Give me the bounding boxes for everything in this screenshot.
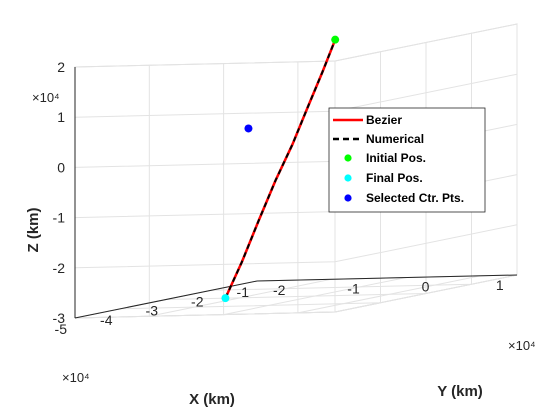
legend-initial-label: Initial Pos. — [366, 151, 426, 165]
x-tick-label: -3 — [146, 303, 159, 319]
numerical-curve — [224, 39, 337, 299]
legend: Bezier Numerical Initial Pos. Final Pos.… — [328, 107, 486, 213]
legend-control-label: Selected Ctr. Pts. — [366, 191, 464, 205]
legend-numerical-label: Numerical — [366, 132, 424, 146]
control-point-marker — [244, 124, 253, 133]
z-gridline — [74, 224, 518, 269]
y-gridline — [148, 65, 332, 317]
z-gridline — [74, 23, 518, 68]
x-gridline — [74, 61, 336, 319]
x-tick-label: -5 — [55, 321, 68, 337]
x-tick-label: -1 — [237, 284, 250, 300]
x-tick-label: -2 — [191, 293, 204, 309]
z-gridline — [74, 274, 518, 319]
y-multiplier: ×10⁴ — [508, 338, 536, 353]
x-axis-line — [74, 280, 258, 319]
initial-position-marker — [331, 35, 340, 44]
z-tick-label: 2 — [57, 59, 65, 75]
z-tick-label: -2 — [53, 260, 66, 276]
y-tick-label: 0 — [422, 279, 430, 295]
z-multiplier: ×10⁴ — [32, 90, 60, 105]
legend-control-marker — [344, 194, 352, 202]
y-tick-label: -2 — [273, 282, 286, 298]
axis-labels: X (km) Y (km) Z (km) ×10⁴ ×10⁴ ×10⁴ — [25, 90, 536, 408]
legend-final-marker — [344, 174, 352, 182]
z-axis-label: Z (km) — [25, 207, 42, 252]
legend-bezier-label: Bezier — [366, 113, 402, 127]
x-axis-label: X (km) — [189, 391, 235, 408]
x-tick-label: -4 — [100, 312, 113, 328]
legend-initial-marker — [344, 154, 352, 162]
plot-area — [221, 35, 340, 303]
legend-box — [328, 107, 486, 213]
y-axis-line — [256, 274, 518, 282]
z-tick-label: 0 — [57, 159, 65, 175]
y-tick-label: -1 — [347, 280, 360, 296]
final-position-marker — [221, 294, 230, 303]
tick-labels: -5 -4 -3 -2 -1 -2 -1 0 1 -3 -2 -1 0 1 2 — [53, 59, 504, 337]
back-wall-xz — [74, 60, 336, 319]
z-tick-label: -3 — [53, 310, 66, 326]
z-tick-label: 1 — [57, 109, 65, 125]
y-gridline — [74, 67, 258, 319]
x-multiplier: ×10⁴ — [62, 370, 90, 385]
y-tick-label: 1 — [496, 277, 504, 293]
z-tick-label: -1 — [53, 210, 66, 226]
y-axis-label: Y (km) — [437, 383, 483, 400]
legend-final-label: Final Pos. — [366, 171, 423, 185]
